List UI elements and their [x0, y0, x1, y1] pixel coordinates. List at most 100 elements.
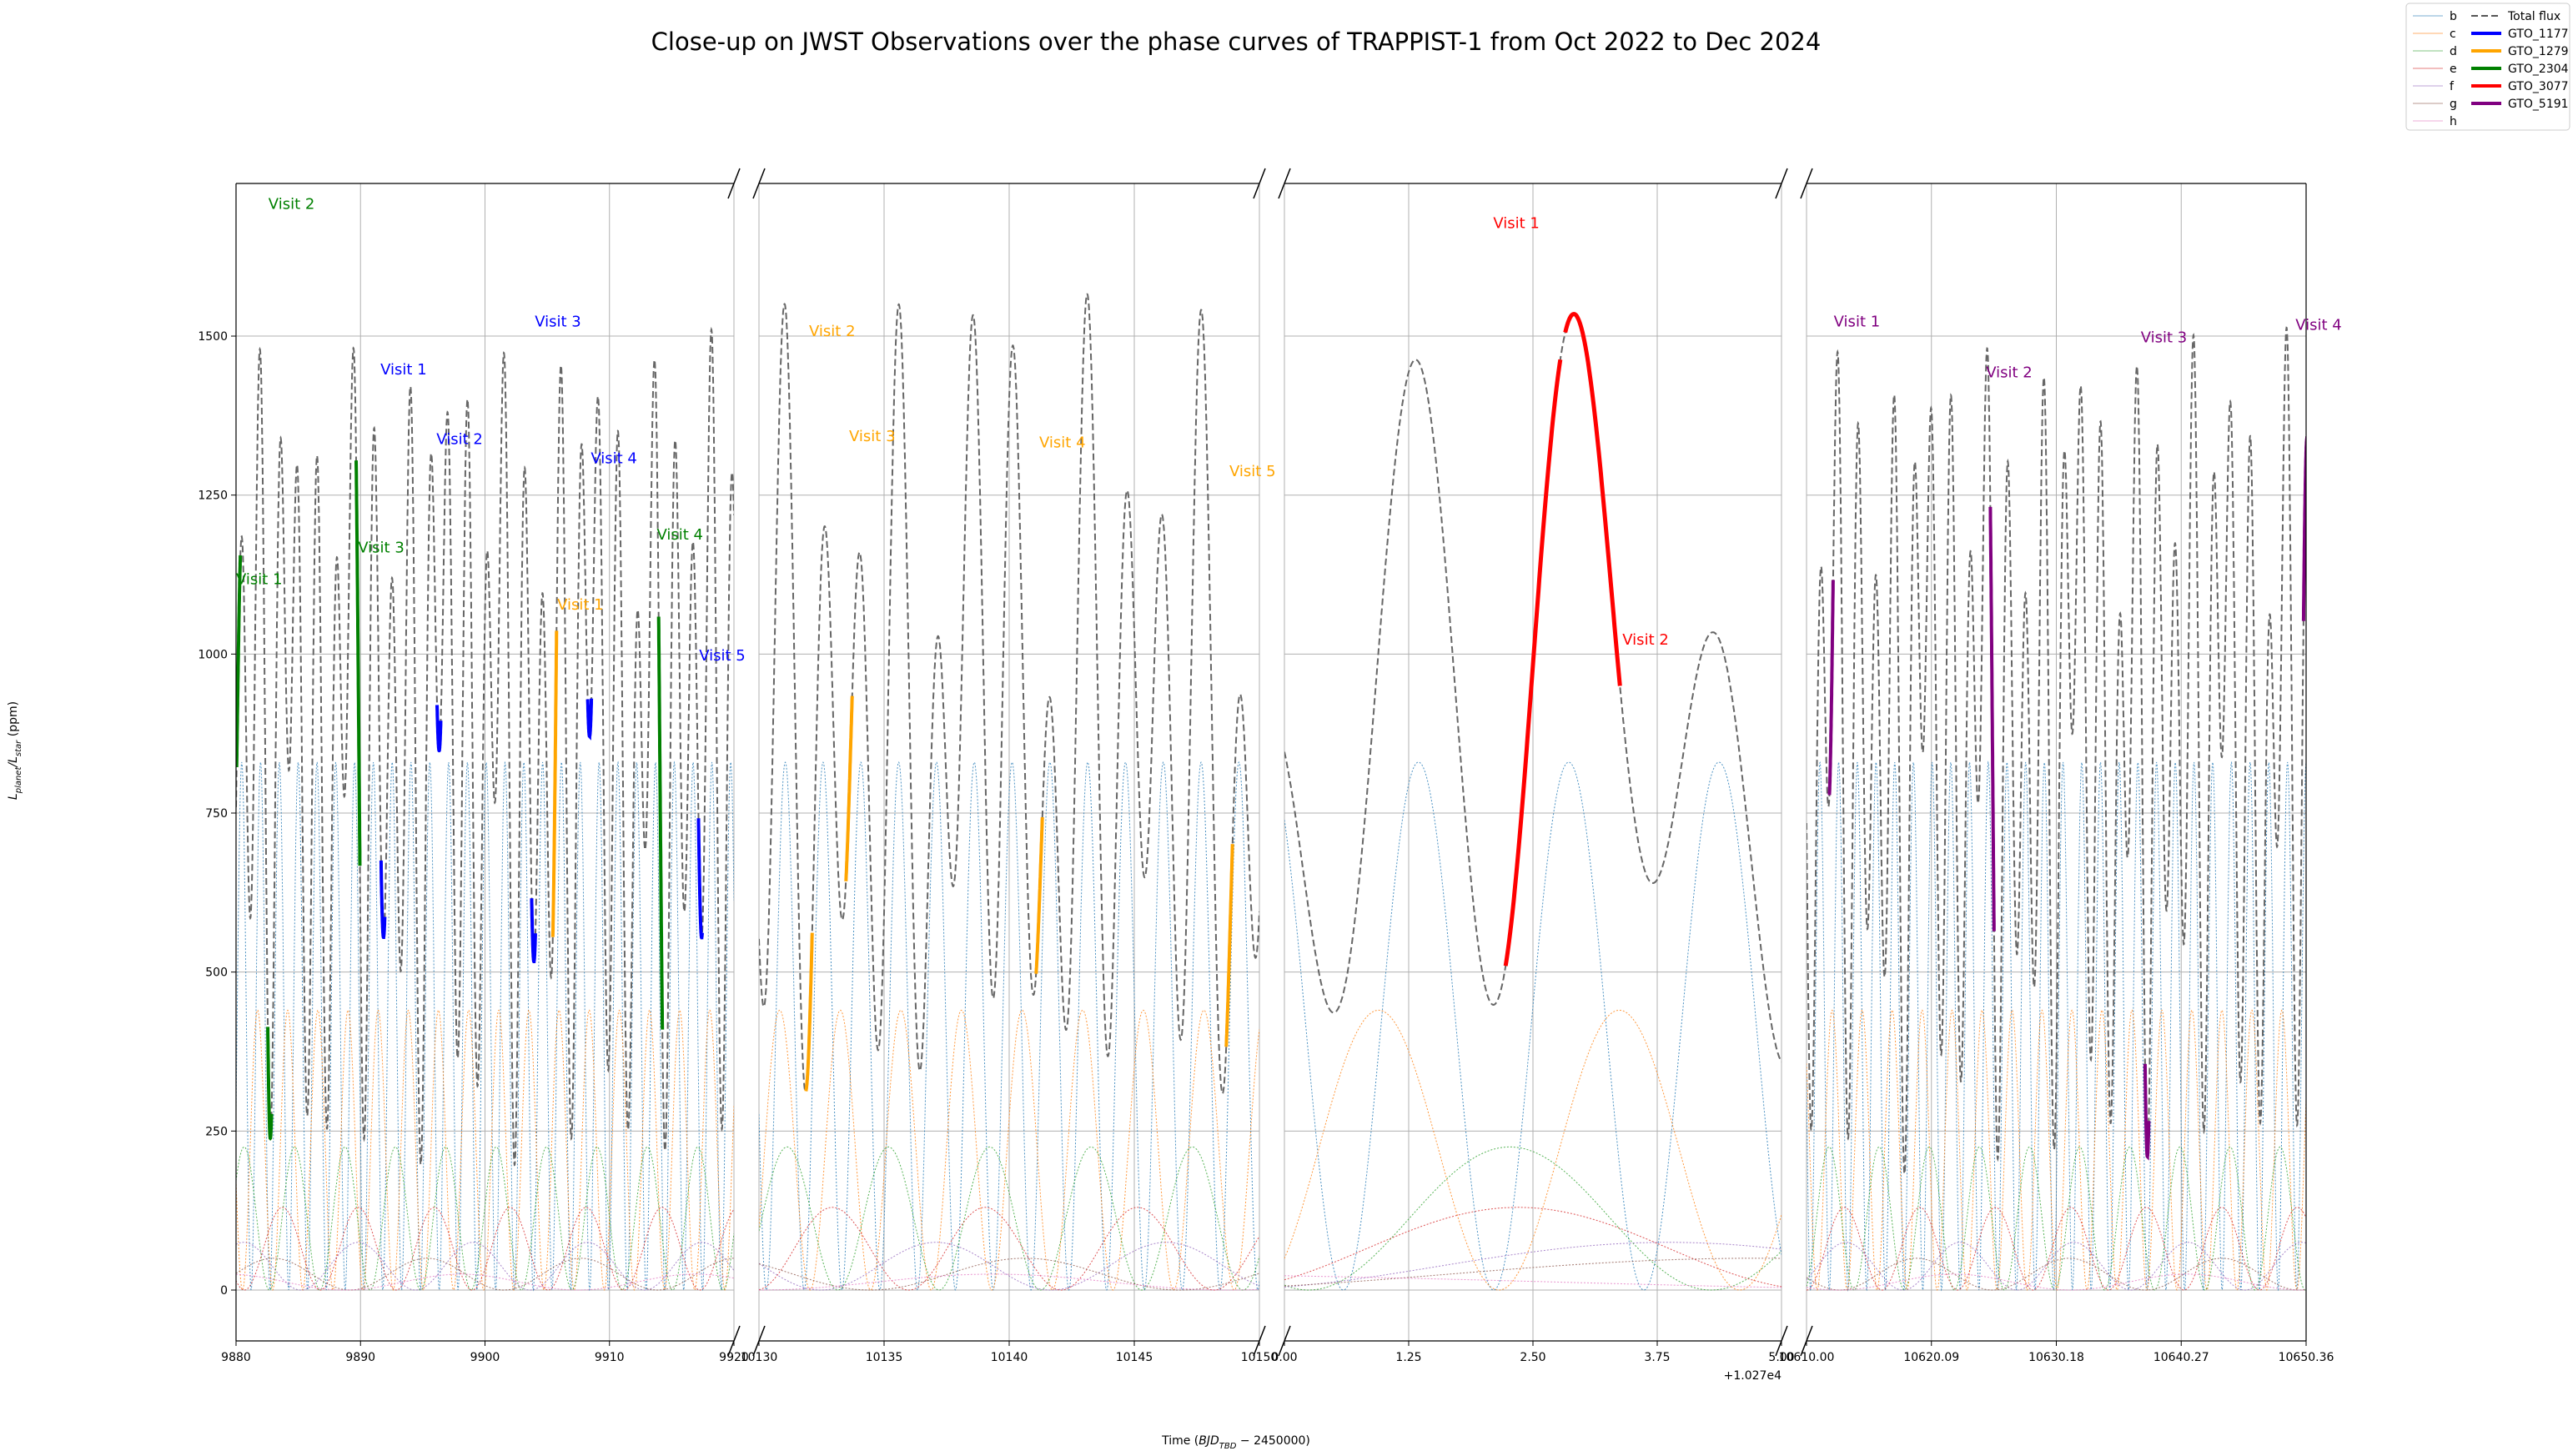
x-tick-label: 10130 — [741, 1351, 778, 1364]
visit-label: Visit 3 — [535, 314, 581, 331]
visit-segment-GTO_1279 — [1034, 816, 1044, 974]
x-tick-label: 10150 — [1241, 1351, 1279, 1364]
total-flux-curve — [236, 326, 734, 1167]
x-tick-label: 10630.18 — [2028, 1351, 2084, 1364]
visit-segment-GTO_1279 — [1224, 844, 1234, 1047]
panel-2: 10130 10135 10140 10145 10150 Visit 2 Visit 3 V… — [741, 168, 1279, 1364]
visit-segment-GTO_5191 — [2301, 436, 2306, 621]
legend-series-label: GTO_2304 — [2508, 63, 2569, 76]
planet-b-curve — [759, 761, 1259, 1291]
x-tick-label: 10620.09 — [1903, 1351, 1959, 1364]
planet-d-curve — [1284, 1146, 1782, 1291]
legend-planet-label: g — [2450, 98, 2457, 111]
planet-e-curve — [1807, 1207, 2306, 1291]
visit-label: Visit 1 — [236, 570, 283, 588]
legend-series-label: GTO_3077 — [2508, 80, 2569, 93]
legend-planet-label: b — [2450, 10, 2457, 23]
visit-segment-GTO_5191 — [2143, 1063, 2151, 1161]
visit-label: Visit 1 — [1493, 214, 1540, 232]
visit-segment-GTO_1177 — [435, 705, 443, 753]
x-tick-label: 9910 — [595, 1351, 625, 1364]
planet-g-curve — [759, 1258, 1259, 1291]
planet-c-curve — [1284, 1009, 1782, 1291]
planet-h-curve — [759, 1273, 1259, 1291]
visit-label: Visit 2 — [1622, 631, 1669, 649]
planet-f-curve — [759, 1242, 1259, 1291]
visit-label: Visit 2 — [436, 431, 483, 449]
panel-4: 10610.00 10620.09 10630.18 10640.27 10650.36… — [1779, 168, 2342, 1364]
x-tick-label: 1.25 — [1395, 1351, 1421, 1364]
planet-b-curve — [236, 761, 734, 1292]
planet-g-curve — [1284, 1258, 1782, 1287]
y-tick-label: 750 — [205, 807, 228, 821]
legend-series-label: GTO_1177 — [2508, 28, 2569, 41]
y-tick-label: 500 — [205, 966, 228, 980]
visit-label: Visit 4 — [590, 450, 637, 468]
x-tick-label: 3.75 — [1644, 1351, 1670, 1364]
y-tick-label: 1500 — [198, 330, 228, 344]
visit-segment-GTO_2304 — [354, 460, 362, 866]
visit-label: Visit 4 — [2295, 316, 2342, 334]
planet-e-curve — [1284, 1207, 1782, 1288]
x-tick-label: 10135 — [866, 1351, 903, 1364]
x-offset-label: +1.027e4 — [1724, 1369, 1782, 1383]
x-tick-label: 5.00 — [1768, 1351, 1794, 1364]
visit-segment-GTO_3077 — [1563, 312, 1622, 686]
y-tick-label: 250 — [205, 1125, 228, 1138]
total-flux-curve — [759, 293, 1259, 1095]
planet-e-curve — [236, 1207, 734, 1291]
x-tick-label: 9900 — [470, 1351, 500, 1364]
visit-segment-GTO_2304 — [656, 616, 665, 1030]
x-tick-label: 9890 — [345, 1351, 375, 1364]
visit-label: Visit 3 — [2141, 329, 2188, 347]
visit-segment-GTO_2304 — [266, 1027, 274, 1141]
legend-planet-label: e — [2450, 63, 2457, 76]
visit-segment-GTO_2304 — [236, 555, 243, 768]
svg-text:Lplanet/Lstar (ppm): Lplanet/Lstar (ppm) — [7, 701, 23, 800]
legend-planet-label: c — [2450, 28, 2456, 41]
planet-h-curve — [236, 1273, 734, 1291]
visit-label: Visit 5 — [699, 647, 746, 665]
visit-label: Visit 2 — [269, 196, 315, 213]
x-tick-label: 10640.27 — [2153, 1351, 2209, 1364]
visit-segment-GTO_1177 — [379, 860, 387, 939]
svg-text:Time (BJDTBD − 2450000): Time (BJDTBD − 2450000) — [1161, 1434, 1310, 1451]
y-axis-label: Lplanet/Lstar (ppm) — [7, 701, 23, 800]
y-tick-label: 0 — [220, 1284, 228, 1298]
visit-label: Visit 2 — [1986, 364, 2033, 382]
visit-label: Visit 4 — [656, 526, 703, 544]
visit-label: Visit 1 — [557, 596, 604, 614]
planet-c-curve — [759, 1009, 1259, 1291]
x-tick-label: 9880 — [221, 1351, 251, 1364]
planet-b-curve — [1807, 761, 2306, 1292]
visit-segment-GTO_1279 — [550, 630, 559, 937]
visit-segment-GTO_3077 — [1503, 359, 1563, 966]
planet-h-curve — [1807, 1273, 2306, 1291]
panel-3: 0.00 1.25 2.50 3.75 5.00 +1.027e4 Visit 1 Visit… — [1271, 168, 1795, 1383]
x-tick-label: 2.50 — [1520, 1351, 1545, 1364]
chart-title: Close-up on JWST Observations over the p… — [651, 28, 1822, 56]
total-flux-curve — [1284, 313, 1782, 1062]
planet-d-curve — [1807, 1146, 2306, 1291]
panel-1: 9880 9890 9900 9910 9920 0 250 500 750 1000 1250 15… — [198, 168, 749, 1364]
visit-label: Visit 5 — [1229, 463, 1276, 480]
x-tick-label: 10145 — [1116, 1351, 1153, 1364]
visit-segment-GTO_1279 — [804, 932, 814, 1092]
axis-break-mark — [1278, 168, 1291, 199]
axis-break-mark — [1775, 168, 1788, 199]
visit-segment-GTO_5191 — [1988, 506, 1996, 931]
legend-planet-label: h — [2450, 115, 2457, 128]
visit-label: Visit 4 — [1039, 434, 1086, 451]
planet-f-curve — [1807, 1242, 2306, 1291]
axis-break-mark — [1800, 168, 1813, 199]
planet-d-curve — [236, 1146, 734, 1291]
planet-f-curve — [1284, 1242, 1782, 1288]
axis-break-mark — [1253, 168, 1266, 199]
y-tick-label: 1000 — [198, 648, 228, 661]
planet-g-curve — [236, 1258, 734, 1291]
x-tick-label: 10140 — [991, 1351, 1028, 1364]
visit-segment-GTO_1177 — [696, 818, 704, 940]
visit-label: Visit 1 — [380, 361, 427, 379]
